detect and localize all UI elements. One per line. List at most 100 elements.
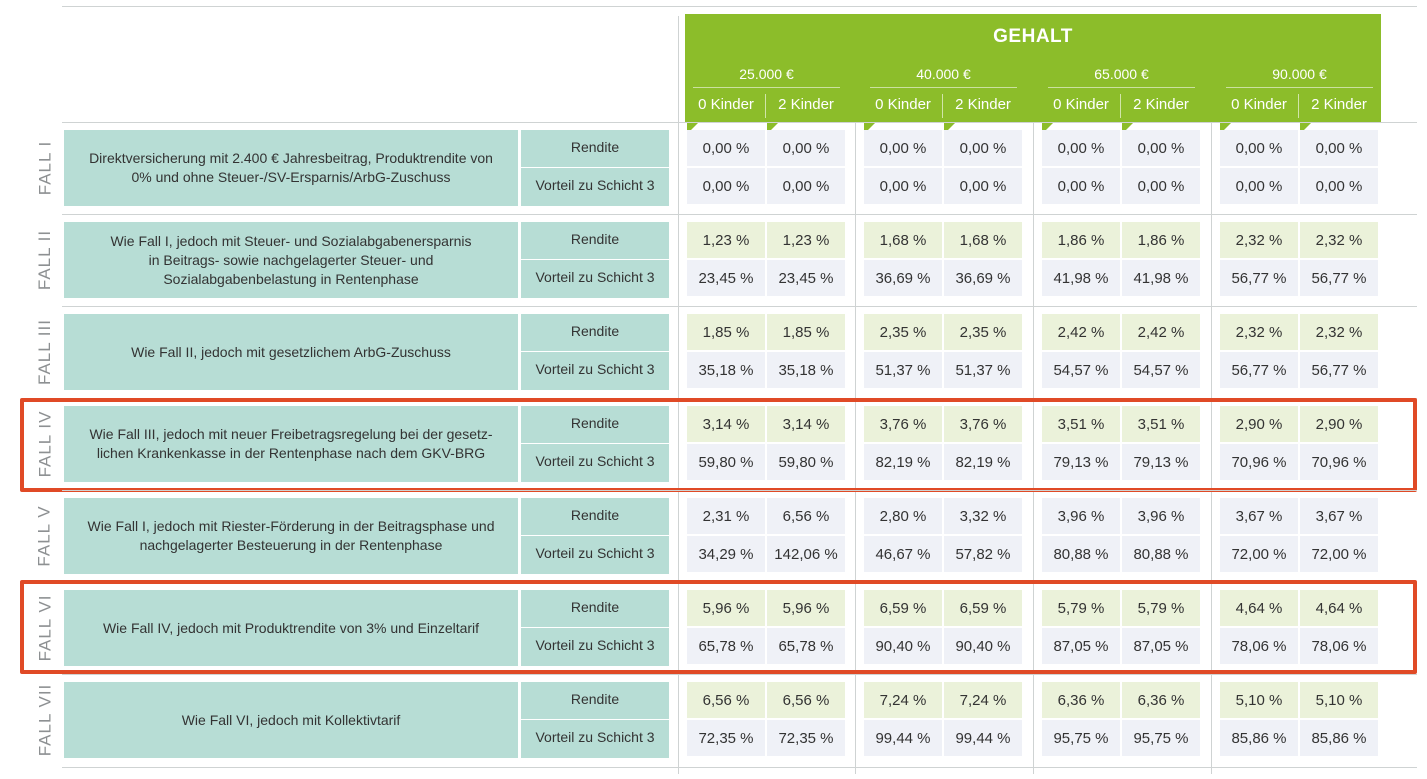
vorteil-cell: 70,96 %: [1300, 444, 1378, 480]
rendite-cell: 0,00 %: [687, 130, 765, 166]
vorteil-cell: 56,77 %: [1300, 260, 1378, 296]
kids-separator: [1120, 94, 1121, 118]
fall-label: FALL I: [34, 130, 56, 206]
rendite-cell: 5,10 %: [1300, 682, 1378, 718]
vorteil-cell: 46,67 %: [864, 536, 942, 572]
bottom-rule: [62, 767, 1417, 768]
fall-label: FALL V: [34, 498, 56, 574]
rendite-cell: 0,00 %: [944, 130, 1022, 166]
highlight-frame: [20, 398, 1417, 492]
vorteil-cell: 87,05 %: [1042, 628, 1120, 664]
rendite-cell: 6,56 %: [767, 498, 845, 534]
vorteil-cell: 0,00 %: [1122, 168, 1200, 204]
rendite-cell: 6,36 %: [1042, 682, 1120, 718]
rendite-label: Rendite: [570, 323, 620, 339]
case-description: Wie Fall III, jedoch mit neuer Freibetra…: [64, 406, 518, 482]
salary-underline: [1048, 87, 1195, 88]
rendite-cell: 3,51 %: [1042, 406, 1120, 442]
label-separator: [521, 719, 669, 720]
rendite-cell: 1,23 %: [767, 222, 845, 258]
salary-underline: [693, 87, 840, 88]
vorteil-cell: 72,35 %: [767, 720, 845, 756]
gehalt-header: GEHALT 25.000 € 0 Kinder 2 Kinder 40.000 € 0 …: [685, 14, 1381, 134]
kids-heading: 0 Kinder: [698, 96, 754, 113]
rendite-cell: 2,42 %: [1122, 314, 1200, 350]
vorteil-cell: 36,69 %: [864, 260, 942, 296]
vorteil-cell: 51,37 %: [944, 352, 1022, 388]
rendite-cell: 5,10 %: [1220, 682, 1298, 718]
kids-heading: 0 Kinder: [1231, 96, 1287, 113]
label-separator: [521, 535, 669, 536]
header-background: [685, 14, 1381, 122]
fall-label-text: FALL II: [35, 229, 55, 291]
vorteil-cell: 0,00 %: [687, 168, 765, 204]
vorteil-cell: 23,45 %: [687, 260, 765, 296]
vorteil-cell: 0,00 %: [864, 168, 942, 204]
row-separator: [62, 490, 1417, 491]
vorteil-label: Vorteil zu Schicht 3: [535, 545, 655, 561]
fall-label-text: FALL III: [35, 319, 54, 385]
vorteil-cell: 57,82 %: [944, 536, 1022, 572]
rendite-cell: 1,23 %: [687, 222, 765, 258]
vorteil-cell: 85,86 %: [1220, 720, 1298, 756]
vorteil-cell: 0,00 %: [767, 168, 845, 204]
vorteil-label: Vorteil zu Schicht 3: [535, 729, 655, 745]
rendite-cell: 3,76 %: [944, 406, 1022, 442]
row-labels: Rendite Vorteil zu Schicht 3: [521, 498, 669, 574]
label-separator: [521, 627, 669, 628]
vorteil-cell: 82,19 %: [864, 444, 942, 480]
case-description: Direktversicherung mit 2.400 € Jahresbei…: [64, 130, 518, 206]
rendite-cell: 4,64 %: [1220, 590, 1298, 626]
vorteil-cell: 59,80 %: [687, 444, 765, 480]
rendite-cell: 3,14 %: [687, 406, 765, 442]
group-separator-line: [1211, 16, 1212, 774]
vorteil-cell: 41,98 %: [1042, 260, 1120, 296]
rendite-cell: 2,31 %: [687, 498, 765, 534]
row-labels: Rendite Vorteil zu Schicht 3: [521, 222, 669, 298]
row-separator: [62, 306, 1417, 307]
vorteil-cell: 65,78 %: [767, 628, 845, 664]
vorteil-cell: 54,57 %: [1122, 352, 1200, 388]
vorteil-cell: 0,00 %: [1220, 168, 1298, 204]
rendite-cell: 3,51 %: [1122, 406, 1200, 442]
vorteil-cell: 82,19 %: [944, 444, 1022, 480]
vorteil-cell: 23,45 %: [767, 260, 845, 296]
vorteil-cell: 78,06 %: [1300, 628, 1378, 664]
vorteil-cell: 72,00 %: [1300, 536, 1378, 572]
kids-separator: [1298, 94, 1299, 118]
rendite-cell: 2,80 %: [864, 498, 942, 534]
case-description-text: Direktversicherung mit 2.400 € Jahresbei…: [89, 150, 493, 185]
rendite-cell: 4,64 %: [1300, 590, 1378, 626]
rendite-cell: 2,32 %: [1220, 314, 1298, 350]
kids-heading: 2 Kinder: [1133, 96, 1189, 113]
case-description-text: Wie Fall I, jedoch mit Riester-Förderung…: [87, 518, 495, 553]
vorteil-cell: 90,40 %: [864, 628, 942, 664]
salary-heading: 40.000 €: [916, 66, 971, 82]
salary-underline: [1226, 87, 1373, 88]
vorteil-label: Vorteil zu Schicht 3: [535, 177, 655, 193]
vorteil-cell: 99,44 %: [944, 720, 1022, 756]
fall-label-text: FALL V: [35, 505, 55, 567]
row-separator: [62, 122, 1417, 123]
rendite-cell: 2,35 %: [944, 314, 1022, 350]
rendite-cell: 0,00 %: [1300, 130, 1378, 166]
vorteil-cell: 65,78 %: [687, 628, 765, 664]
rendite-cell: 0,00 %: [1220, 130, 1298, 166]
rendite-cell: 2,90 %: [1300, 406, 1378, 442]
rendite-cell: 7,24 %: [944, 682, 1022, 718]
vorteil-cell: 95,75 %: [1122, 720, 1200, 756]
fall-label: FALL II: [34, 222, 56, 298]
rendite-cell: 2,32 %: [1220, 222, 1298, 258]
vorteil-cell: 36,69 %: [944, 260, 1022, 296]
group-separator-line: [855, 16, 856, 774]
vorteil-cell: 34,29 %: [687, 536, 765, 572]
rendite-cell: 1,85 %: [687, 314, 765, 350]
case-description: Wie Fall I, jedoch mit Riester-Förderung…: [64, 498, 518, 574]
vorteil-cell: 85,86 %: [1300, 720, 1378, 756]
rendite-cell: 1,68 %: [864, 222, 942, 258]
case-description-text: Wie Fall IV, jedoch mit Produktrendite v…: [102, 619, 480, 636]
row-labels: Rendite Vorteil zu Schicht 3: [521, 682, 669, 758]
case-description-text: Wie Fall III, jedoch mit neuer Freibetra…: [89, 426, 493, 461]
rendite-cell: 3,96 %: [1122, 498, 1200, 534]
rendite-cell: 0,00 %: [864, 130, 942, 166]
